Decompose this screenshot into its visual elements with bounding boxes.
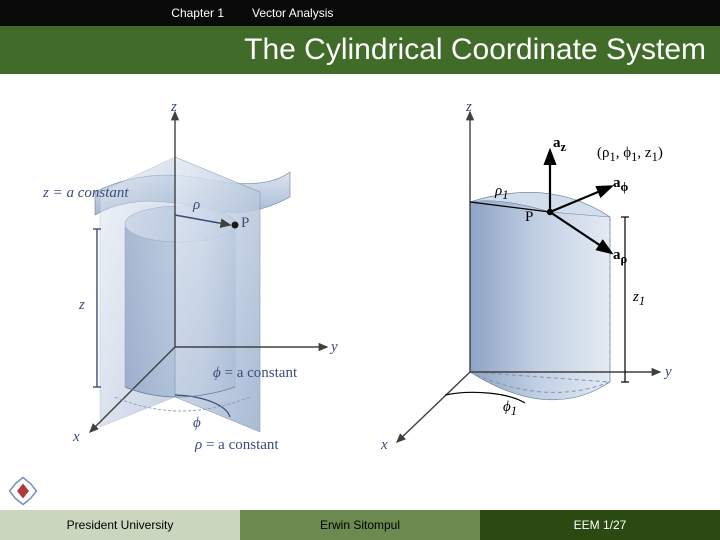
arho-label: aρ	[613, 247, 627, 267]
section-label: Vector Analysis	[240, 6, 333, 20]
point-p-label: P	[241, 215, 249, 232]
header-bar: Chapter 1 Vector Analysis	[0, 0, 720, 26]
axis-z-label: z	[171, 99, 177, 116]
z1-label: z1	[633, 289, 645, 309]
phi1-label: ϕ1	[503, 399, 517, 419]
axis-x-label: x	[73, 429, 80, 446]
title-bar: The Cylindrical Coordinate System	[0, 26, 720, 74]
footer-left: President University	[0, 510, 240, 540]
point-p-label-r: P	[525, 209, 533, 226]
figure-left: z y x z = a constant ρ P z ϕ ϕ = a const…	[35, 97, 345, 467]
rho-label: ρ	[193, 197, 200, 214]
footer-bar: President University Erwin Sitompul EEM …	[0, 510, 720, 540]
content-area: z y x z = a constant ρ P z ϕ ϕ = a const…	[0, 74, 720, 490]
axis-y-label: y	[331, 339, 338, 356]
slide-title: The Cylindrical Coordinate System	[244, 33, 706, 67]
coords-label: (ρ1, ϕ1, z1)	[597, 145, 663, 165]
figure-right: z y x az aϕ aρ (ρ1, ϕ1, z1) ρ1 P z1 ϕ1	[375, 97, 685, 467]
z-var-label: z	[79, 297, 85, 314]
phi-const-label: ϕ = a constant	[213, 365, 297, 382]
rho1-label: ρ1	[495, 183, 508, 203]
rho-const-label: ρ = a constant	[195, 437, 279, 454]
az-label: az	[553, 135, 566, 155]
phi-label: ϕ	[193, 415, 201, 432]
axis-y-label-r: y	[665, 364, 672, 381]
axis-x-label-r: x	[381, 437, 388, 454]
university-logo-icon	[8, 476, 38, 506]
footer-right: EEM 1/27	[480, 510, 720, 540]
footer-mid: Erwin Sitompul	[240, 510, 480, 540]
aphi-label: aϕ	[613, 175, 628, 195]
chapter-label: Chapter 1	[0, 0, 240, 26]
axis-z-label-r: z	[466, 99, 472, 116]
cylindrical-surfaces-diagram	[35, 97, 345, 467]
z-const-label: z = a constant	[43, 185, 129, 202]
